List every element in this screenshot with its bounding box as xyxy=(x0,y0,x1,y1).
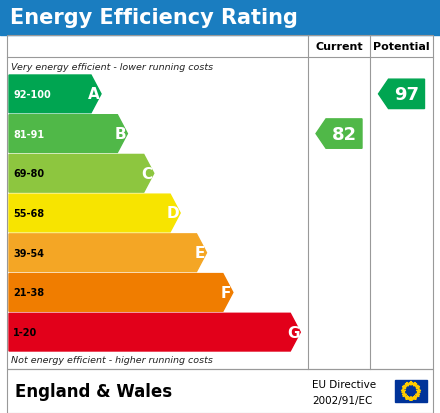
Polygon shape xyxy=(417,389,421,393)
Text: Potential: Potential xyxy=(373,42,430,52)
Polygon shape xyxy=(9,274,233,311)
Text: C: C xyxy=(141,166,152,181)
Polygon shape xyxy=(378,80,425,109)
Polygon shape xyxy=(9,313,300,351)
Text: 69-80: 69-80 xyxy=(13,169,44,179)
Bar xyxy=(7,369,433,413)
Text: E: E xyxy=(194,246,205,261)
Text: Energy Efficiency Rating: Energy Efficiency Rating xyxy=(10,8,298,28)
Bar xyxy=(395,380,427,402)
Text: 1-20: 1-20 xyxy=(13,328,37,337)
Polygon shape xyxy=(9,234,206,272)
Text: 82: 82 xyxy=(331,125,356,143)
Text: A: A xyxy=(88,87,100,102)
Text: England & Wales: England & Wales xyxy=(15,382,172,400)
Text: G: G xyxy=(287,325,300,340)
Polygon shape xyxy=(405,396,409,399)
Bar xyxy=(7,36,433,369)
Text: Very energy efficient - lower running costs: Very energy efficient - lower running co… xyxy=(11,62,213,71)
Polygon shape xyxy=(401,389,405,393)
Polygon shape xyxy=(415,393,420,396)
Text: 21-38: 21-38 xyxy=(13,288,44,298)
Polygon shape xyxy=(405,382,409,386)
Bar xyxy=(0,0,440,36)
Polygon shape xyxy=(9,76,101,114)
Polygon shape xyxy=(402,393,407,396)
Polygon shape xyxy=(9,195,180,232)
Polygon shape xyxy=(413,396,417,399)
Text: Current: Current xyxy=(315,42,363,52)
Polygon shape xyxy=(402,385,407,389)
Text: Not energy efficient - higher running costs: Not energy efficient - higher running co… xyxy=(11,356,213,365)
Text: EU Directive: EU Directive xyxy=(312,380,376,389)
Text: 55-68: 55-68 xyxy=(13,209,44,218)
Polygon shape xyxy=(316,120,362,149)
Text: D: D xyxy=(167,206,180,221)
Text: 92-100: 92-100 xyxy=(13,90,51,100)
Text: 97: 97 xyxy=(394,85,419,104)
Polygon shape xyxy=(409,381,413,385)
Text: 81-91: 81-91 xyxy=(13,129,44,139)
Polygon shape xyxy=(409,396,413,401)
Polygon shape xyxy=(415,385,420,389)
Text: B: B xyxy=(114,127,126,142)
Polygon shape xyxy=(413,382,417,386)
Text: 2002/91/EC: 2002/91/EC xyxy=(312,395,372,405)
Polygon shape xyxy=(9,116,128,153)
Text: 39-54: 39-54 xyxy=(13,248,44,258)
Polygon shape xyxy=(9,155,154,193)
Text: F: F xyxy=(221,285,231,300)
